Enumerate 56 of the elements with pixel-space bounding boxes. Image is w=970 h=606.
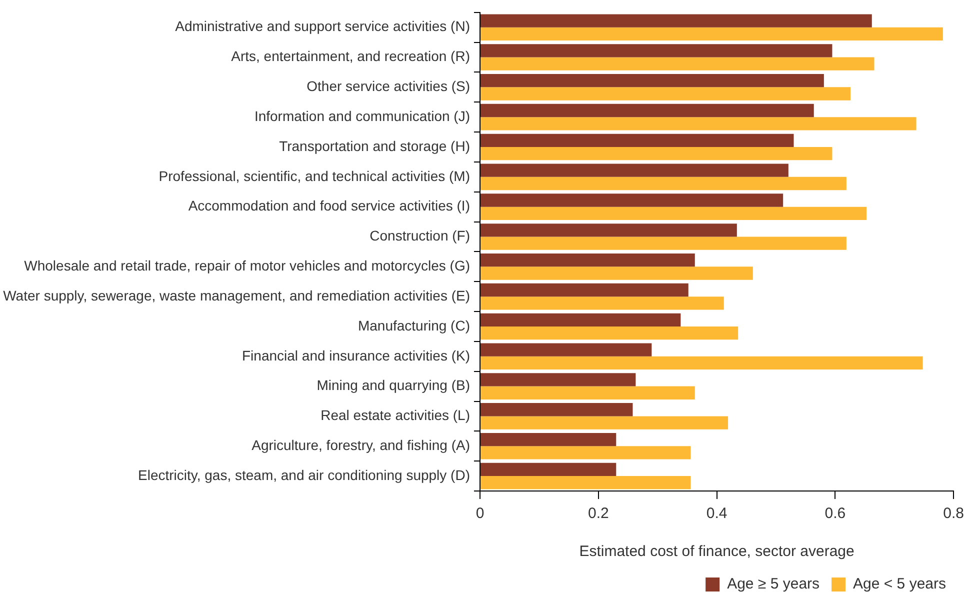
y-tick-label: Arts, entertainment, and recreation (R) (231, 48, 470, 64)
bar (480, 236, 846, 250)
x-axis-title: Estimated cost of finance, sector average (579, 543, 854, 560)
bar (480, 44, 832, 58)
y-tick-label: Transportation and storage (H) (279, 138, 470, 154)
y-tick-label: Manufacturing (C) (358, 317, 470, 334)
legend-label: Age ≥ 5 years (727, 576, 820, 593)
bar (480, 446, 691, 460)
bar (480, 476, 691, 490)
x-tick-label: 0.2 (588, 505, 609, 522)
x-tick-label: 0 (476, 505, 484, 522)
bar (480, 266, 753, 280)
bar (480, 416, 728, 430)
bar (480, 343, 652, 356)
y-tick-label: Mining and quarrying (B) (316, 377, 470, 394)
bar (480, 117, 916, 130)
x-tick-label: 0.6 (824, 505, 846, 522)
y-tick-label: Water supply, sewerage, waste management, and remediation activities (E) (3, 287, 470, 304)
bar (480, 57, 874, 70)
y-tick-label: Agriculture, forestry, and fishing (A) (252, 436, 470, 453)
y-tick-label: Accommodation and food service activities (I) (188, 198, 470, 214)
bar (480, 134, 794, 148)
bar (480, 326, 738, 340)
bar (480, 373, 636, 386)
bar (480, 296, 724, 310)
bar (480, 283, 688, 297)
y-tick-label: Wholesale and retail trade, repair of motor vehicles and motorcycles (G) (24, 258, 470, 274)
bar (480, 87, 851, 100)
y-tick-label: Electricity, gas, steam, and air conditioning supply (D) (138, 466, 470, 483)
bar (480, 403, 633, 416)
bar (480, 194, 784, 207)
y-tick-label: Financial and insurance activities (K) (242, 347, 470, 364)
y-tick-label: Administrative and support service activities (N) (175, 18, 470, 34)
bar (480, 206, 867, 220)
y-tick-label: Other service activities (S) (306, 78, 470, 94)
bar (480, 313, 681, 326)
bar (480, 224, 737, 237)
bar (480, 74, 824, 88)
bar (480, 27, 943, 41)
bar (480, 432, 616, 446)
bar (480, 164, 788, 177)
bar (480, 176, 846, 190)
legend-label: Age < 5 years (853, 576, 946, 593)
y-tick-label: Construction (F) (370, 228, 470, 244)
bar (480, 386, 695, 400)
bar (480, 253, 695, 267)
bar (480, 462, 616, 476)
bar (480, 14, 872, 28)
y-tick-label: Real estate activities (L) (320, 407, 470, 424)
bar (480, 356, 923, 370)
x-tick-label: 0.4 (706, 505, 728, 522)
y-tick-label: Information and communication (J) (254, 108, 470, 124)
bar (480, 104, 814, 118)
y-tick-label: Professional, scientific, and technical activities (M) (158, 168, 470, 184)
bar (480, 147, 832, 160)
x-tick-label: 0.8 (943, 505, 964, 522)
